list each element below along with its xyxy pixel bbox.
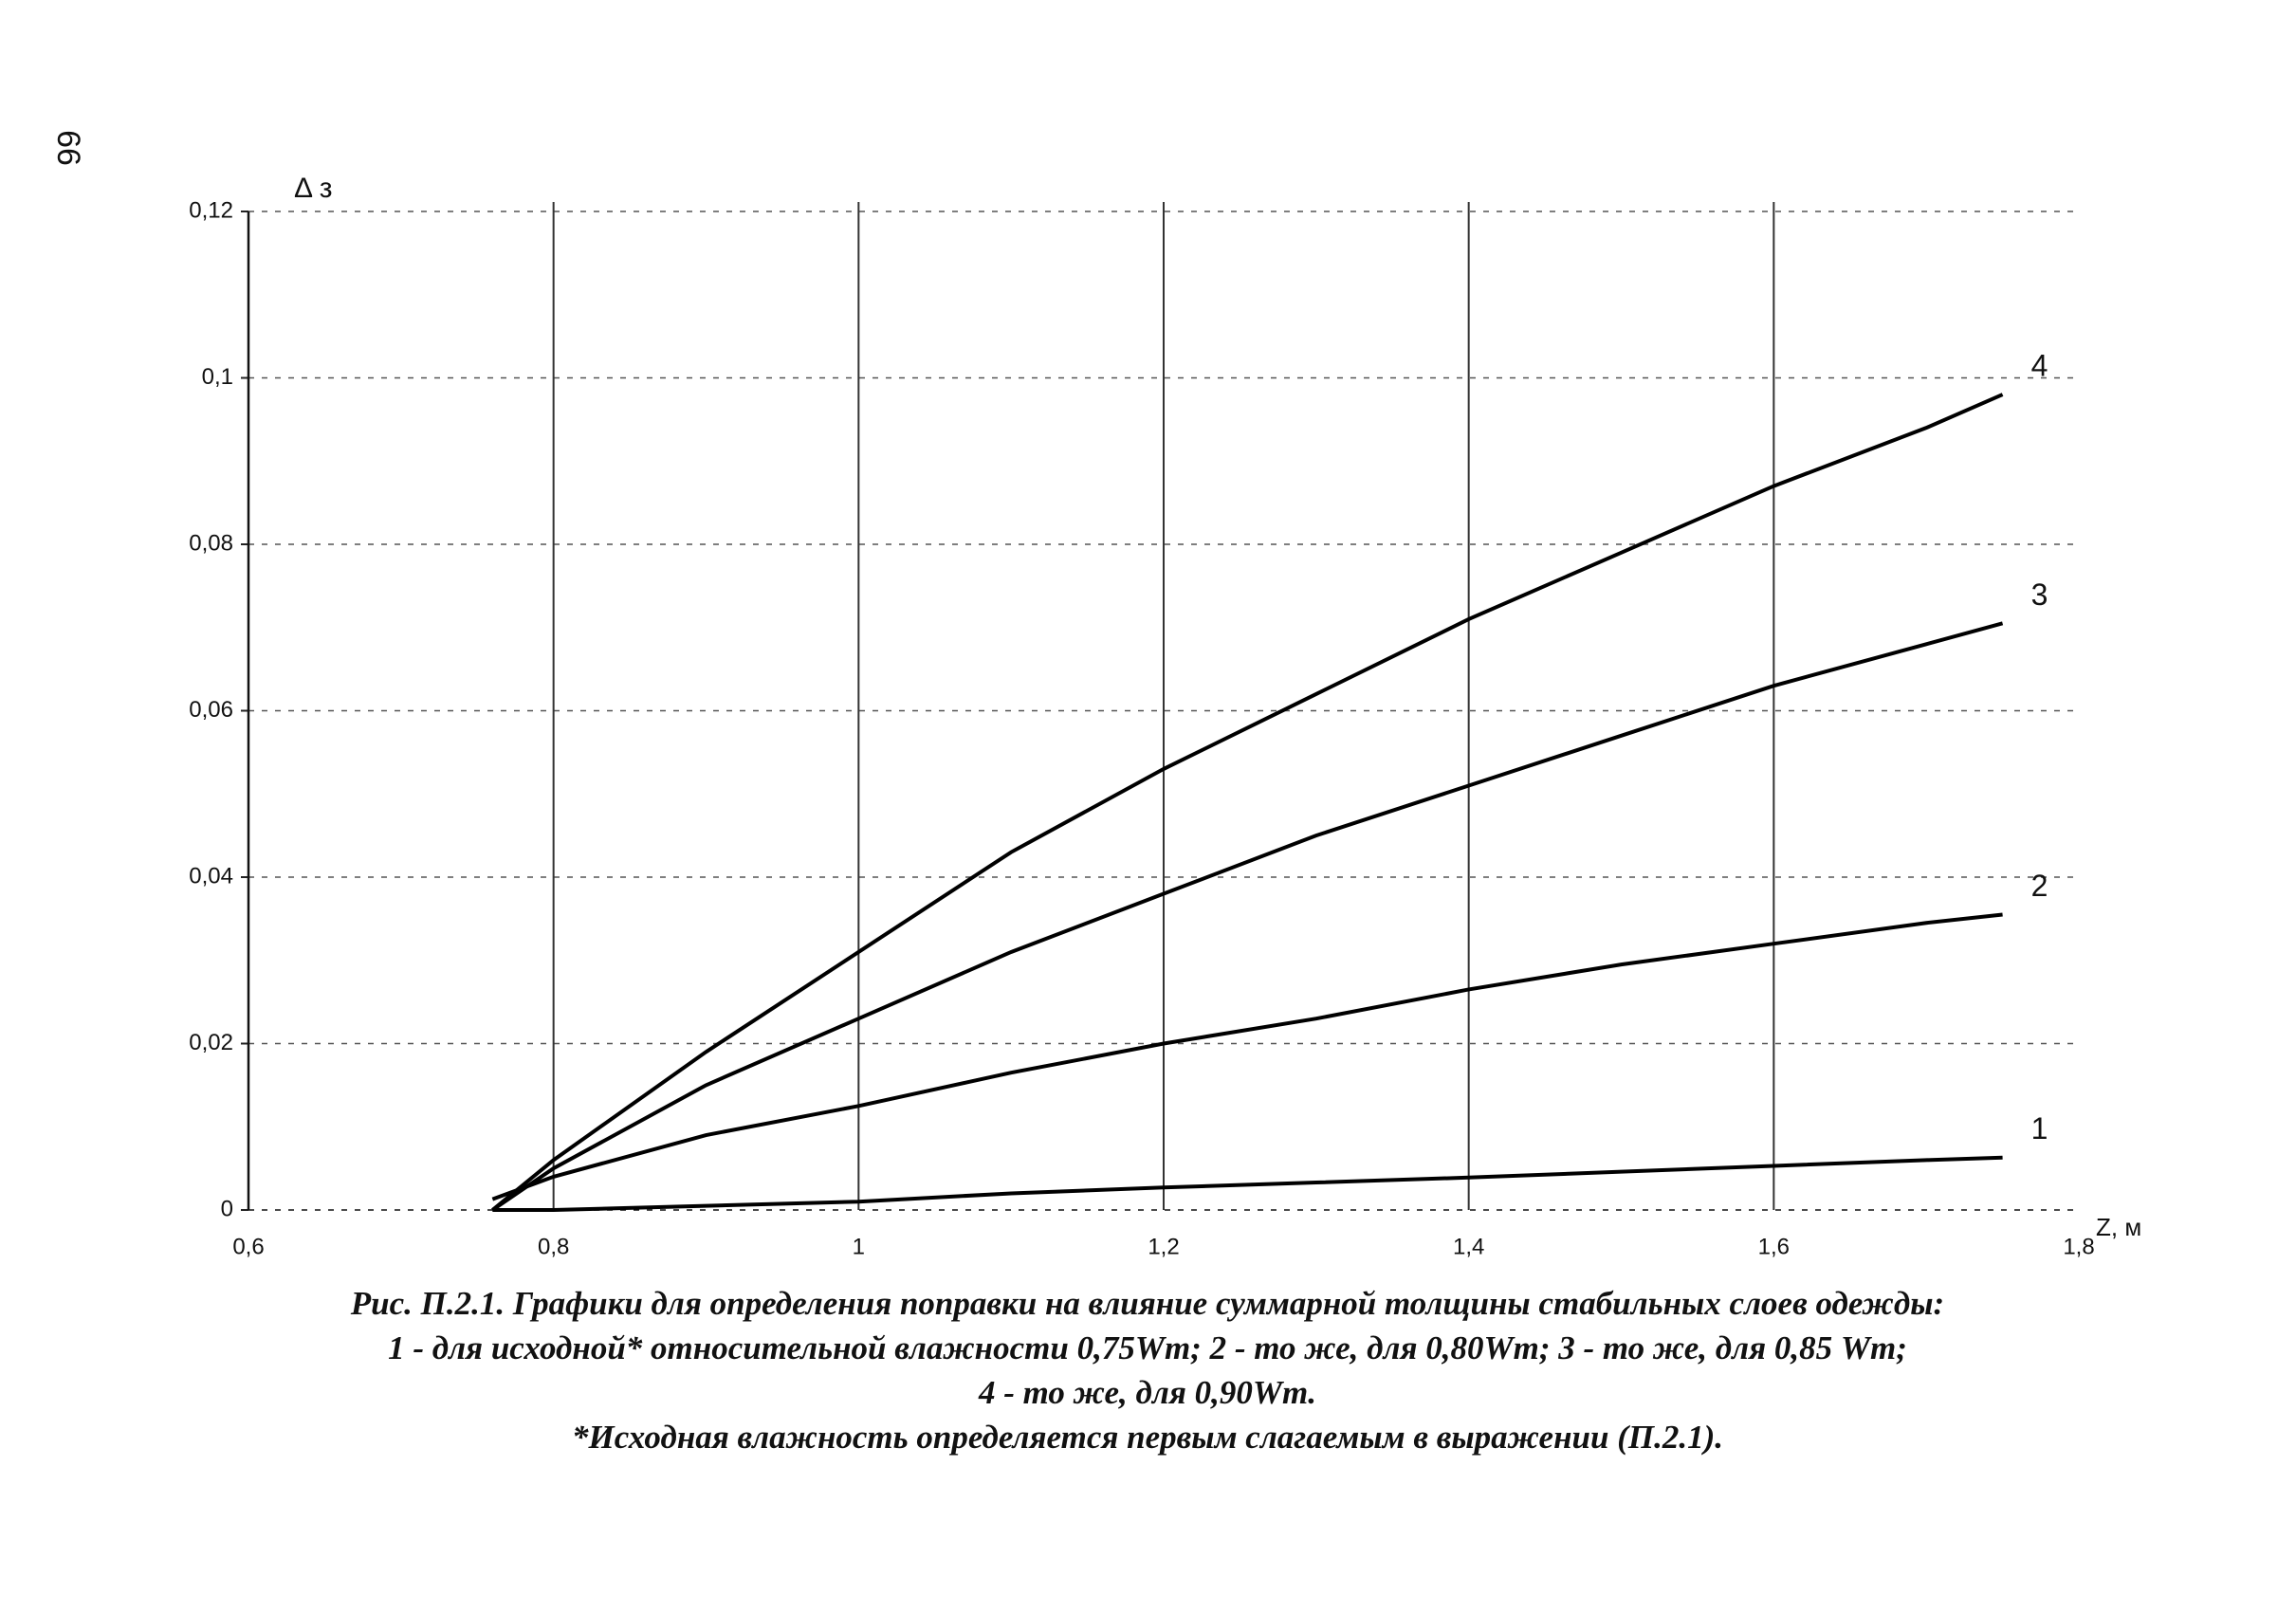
- y-tick-label: 0,04: [189, 863, 233, 889]
- series-line: [492, 1155, 2003, 1212]
- caption-line: Рис. П.2.1. Графики для определения попр…: [350, 1285, 1944, 1322]
- x-tick-label: 1,2: [1148, 1234, 1179, 1259]
- y-tick-label: 0,02: [189, 1030, 233, 1055]
- series-label: 3: [2031, 577, 2048, 612]
- y-tick-label: 0,08: [189, 530, 233, 556]
- caption-line: *Исходная влажность определяется первым …: [572, 1419, 1723, 1456]
- x-tick-label: 1,8: [2063, 1234, 2094, 1259]
- series-line: [491, 393, 2004, 1212]
- x-tick-label: 1: [853, 1234, 865, 1259]
- x-axis-label: Z, м: [2096, 1213, 2141, 1241]
- y-tick-label: 0,12: [189, 197, 233, 223]
- y-axis-label: Δ з: [294, 173, 332, 204]
- page-number: 66: [50, 130, 86, 166]
- caption-line: 1 - для исходной* относительной влажност…: [388, 1329, 1907, 1366]
- series-label: 4: [2031, 349, 2048, 383]
- x-tick-label: 0,6: [232, 1234, 264, 1259]
- series-line: [491, 621, 2004, 1212]
- series-line: [491, 912, 2003, 1201]
- series-label: 2: [2031, 869, 2048, 903]
- y-tick-label: 0,1: [202, 364, 233, 390]
- x-tick-label: 0,8: [538, 1234, 569, 1259]
- y-tick-label: 0,06: [189, 697, 233, 723]
- caption-line: 4 - то же, для 0,90Wm.: [978, 1374, 1316, 1411]
- y-tick-label: 0: [221, 1196, 233, 1221]
- series-label: 1: [2031, 1111, 2048, 1146]
- x-tick-label: 1,4: [1453, 1234, 1484, 1259]
- x-tick-label: 1,6: [1758, 1234, 1790, 1259]
